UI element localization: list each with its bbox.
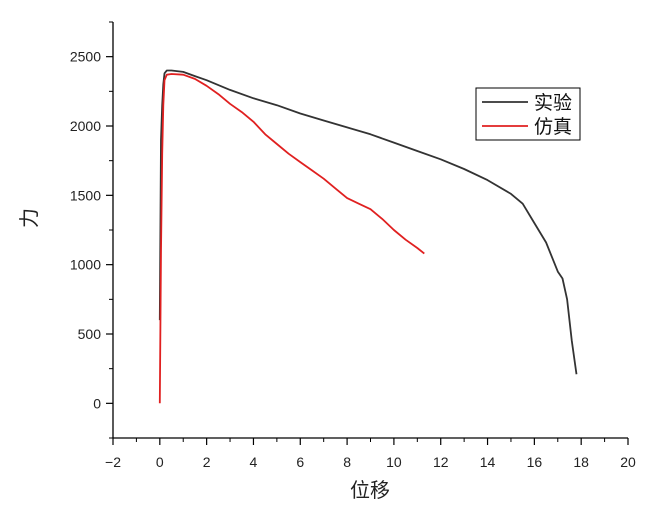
series-line-2: [158, 73, 425, 404]
plot-area: [112, 22, 628, 439]
series-layer: [158, 69, 578, 404]
x-tick-label: 12: [433, 454, 449, 470]
y-tick-label: 500: [78, 326, 102, 342]
x-axis-ticks: −2 0 2 4 6 8 10 12 14 16 18 20: [105, 438, 636, 470]
x-axis-title: 位移: [350, 478, 390, 502]
x-tick-label: 4: [250, 454, 258, 470]
x-tick-label: −2: [105, 454, 121, 470]
legend-box: [475, 87, 581, 141]
x-tick-label: 10: [386, 454, 402, 470]
series-line-1: [158, 69, 578, 375]
y-tick-label: 1500: [70, 187, 101, 203]
x-tick-label: 0: [156, 454, 164, 470]
y-axis-ticks: 0 500 1000 1500 2000 2500: [70, 21, 113, 439]
y-axis-title: 力: [17, 208, 41, 228]
x-tick-label: 18: [573, 454, 589, 470]
legend-label: 实验: [534, 92, 572, 114]
x-tick-label: 16: [527, 454, 543, 470]
x-tick-label: 14: [480, 454, 496, 470]
x-tick-label: 2: [203, 454, 211, 470]
x-tick-label: 20: [620, 454, 636, 470]
y-tick-label: 0: [93, 395, 101, 411]
x-tick-label: 8: [343, 454, 351, 470]
y-tick-label: 2000: [70, 118, 101, 134]
y-tick-label: 2500: [70, 49, 101, 65]
legend-label: 仿真: [534, 116, 572, 138]
x-tick-label: 6: [296, 454, 304, 470]
y-tick-label: 1000: [70, 257, 101, 273]
